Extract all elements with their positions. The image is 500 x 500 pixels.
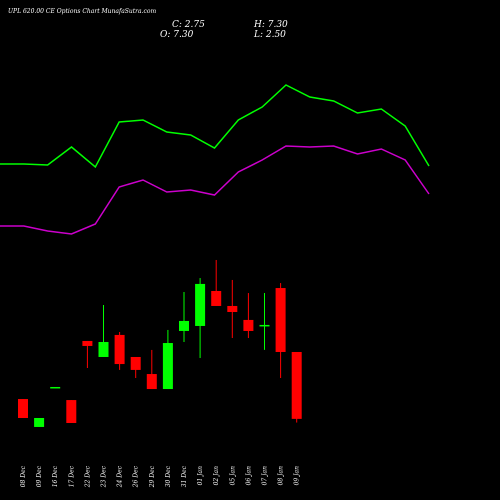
candle-body <box>211 290 222 306</box>
x-tick-label: 24 Dec <box>117 465 124 488</box>
header-open: O: 7.30 <box>160 30 194 40</box>
x-tick-label: 06 Jan <box>245 466 252 486</box>
line <box>0 84 430 169</box>
x-tick-label: 08 Jan <box>278 466 285 486</box>
candle-body <box>259 324 270 327</box>
x-tick-label: 07 Jan <box>262 466 269 486</box>
x-tick-label: 09 Dec <box>36 465 43 487</box>
x-tick-label: 16 Dec <box>52 465 59 487</box>
candle-body <box>291 351 302 419</box>
candle-body <box>195 283 206 326</box>
candle-body <box>50 386 61 389</box>
candle-body <box>243 319 254 331</box>
x-tick-label: 22 Dec <box>84 465 91 488</box>
candle-body <box>227 305 238 313</box>
candle-body <box>34 417 45 427</box>
candle-body <box>162 343 173 390</box>
candle-body <box>18 399 28 418</box>
candle-body <box>66 400 77 423</box>
candle-body <box>179 320 189 331</box>
header-close: C: 2.75 <box>172 20 205 30</box>
x-tick-label: 02 Jan <box>213 466 220 486</box>
x-tick-label: 01 Jan <box>197 466 204 486</box>
chart-title: UPL 620.00 CE Options Chart MunafaSutra.… <box>8 8 156 15</box>
x-tick-label: 05 Jan <box>229 466 236 486</box>
x-tick-label: 08 Dec <box>20 465 27 487</box>
x-tick-label: 29 Dec <box>149 465 156 488</box>
header-high: H: 7.30 <box>253 20 288 30</box>
x-tick-label: 31 Dec <box>181 465 188 487</box>
candle-body <box>82 340 93 346</box>
candle-body <box>130 356 141 370</box>
line <box>0 145 430 235</box>
x-tick-label: 30 Dec <box>165 465 172 487</box>
x-tick-label: 09 Jan <box>294 466 301 486</box>
x-tick-label: 26 Dec <box>133 465 140 488</box>
x-tick-label: 23 Dec <box>101 465 108 488</box>
header-low: L: 2.50 <box>253 30 286 40</box>
x-tick-label: 17 Dec <box>68 465 75 487</box>
candle-body <box>98 341 109 357</box>
candle-body <box>114 334 125 365</box>
candle-body <box>146 374 157 390</box>
candle-body <box>275 288 286 352</box>
